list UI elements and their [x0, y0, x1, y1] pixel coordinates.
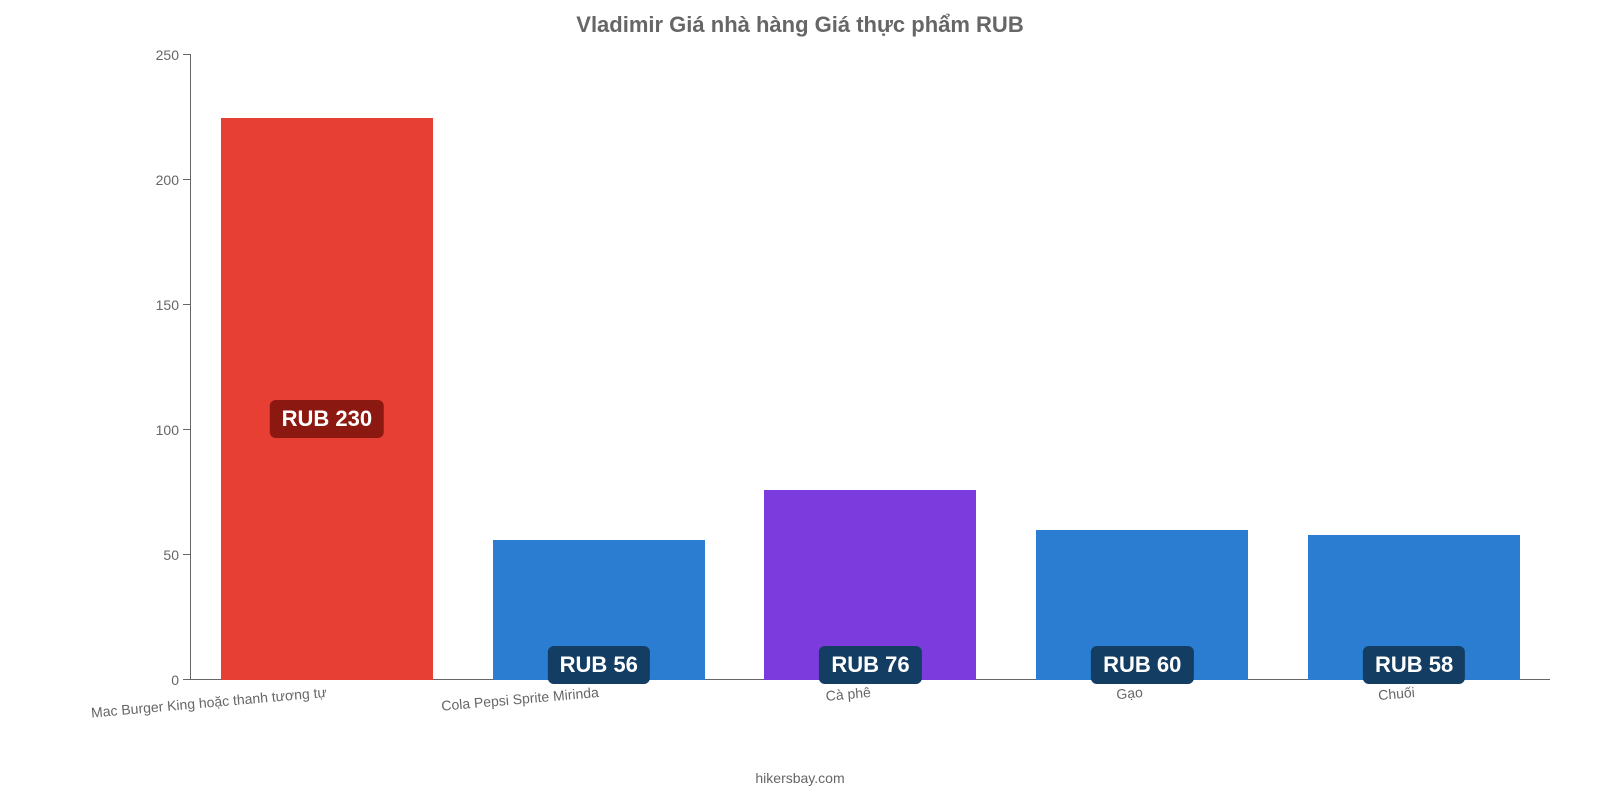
- y-tick-label: 0: [171, 672, 179, 688]
- chart-container: 050100150200250 RUB 230RUB 56RUB 76RUB 6…: [130, 55, 1560, 710]
- bar-value-label: RUB 76: [819, 646, 921, 684]
- x-axis-label: Cà phê: [825, 684, 871, 704]
- x-label-slot: Cola Pepsi Sprite Mirinda: [462, 680, 734, 710]
- x-label-slot: Cà phê: [734, 680, 1006, 710]
- y-tick: [183, 304, 191, 305]
- attribution-text: hikersbay.com: [0, 770, 1600, 786]
- bar-value-label: RUB 58: [1363, 646, 1465, 684]
- bar-slot: RUB 56: [463, 55, 735, 680]
- x-axis-label: Mac Burger King hoặc thanh tương tự: [90, 684, 327, 721]
- x-label-slot: Gạo: [1006, 680, 1278, 710]
- chart-title: Vladimir Giá nhà hàng Giá thực phẩm RUB: [0, 0, 1600, 38]
- y-tick: [183, 554, 191, 555]
- y-tick-label: 50: [163, 547, 179, 563]
- x-axis-label: Gạo: [1116, 684, 1144, 702]
- y-tick-label: 100: [156, 422, 179, 438]
- x-axis-label: Chuối: [1378, 684, 1416, 703]
- bars-group: RUB 230 RUB 56 RUB 76 RUB 60 RUB 58: [191, 55, 1550, 680]
- y-tick-label: 200: [156, 172, 179, 188]
- bar-slot: RUB 58: [1278, 55, 1550, 680]
- bar-slot: RUB 230: [191, 55, 463, 680]
- x-label-slot: Mac Burger King hoặc thanh tương tự: [190, 680, 462, 710]
- bar-slot: RUB 76: [735, 55, 1007, 680]
- bar: RUB 76: [764, 490, 976, 680]
- bar-slot: RUB 60: [1006, 55, 1278, 680]
- y-tick: [183, 179, 191, 180]
- x-label-slot: Chuối: [1278, 680, 1550, 710]
- plot-area: 050100150200250 RUB 230RUB 56RUB 76RUB 6…: [190, 55, 1550, 680]
- x-axis-labels: Mac Burger King hoặc thanh tương tựCola …: [190, 680, 1550, 710]
- x-axis-label: Cola Pepsi Sprite Mirinda: [441, 684, 600, 714]
- y-tick: [183, 54, 191, 55]
- bar-value-label: RUB 60: [1091, 646, 1193, 684]
- bar: RUB 230: [221, 118, 433, 681]
- y-tick-label: 150: [156, 297, 179, 313]
- y-tick: [183, 429, 191, 430]
- bar-value-label: RUB 230: [270, 400, 384, 438]
- bar: RUB 60: [1036, 530, 1248, 680]
- bar: RUB 58: [1308, 535, 1520, 680]
- y-tick-label: 250: [156, 47, 179, 63]
- bar-value-label: RUB 56: [548, 646, 650, 684]
- bar: RUB 56: [493, 540, 705, 680]
